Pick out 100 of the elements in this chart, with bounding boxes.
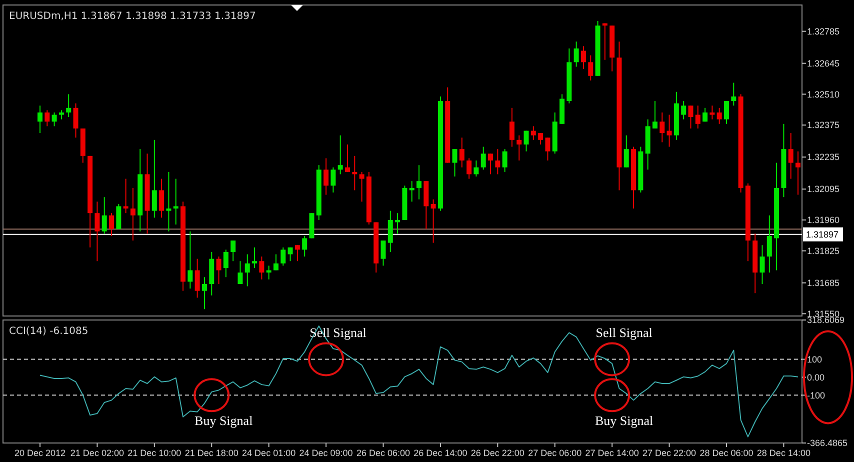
candlestick [502,148,508,172]
candlestick [159,178,164,218]
x-tick-label: 26 Dec 22:00 [470,448,524,458]
candlestick [58,110,64,120]
candlestick [416,164,422,200]
x-tick-label: 28 Dec 06:00 [700,448,754,458]
y-tick-label: 1.32095 [807,184,840,194]
y-tick-label: 1.31685 [807,278,840,288]
candlestick [538,132,544,145]
candlestick [273,254,278,271]
candlestick [716,107,722,124]
candlestick [588,54,594,81]
candlestick [338,134,343,175]
candlestick [166,171,172,232]
candlestick [545,137,550,161]
x-tick-label: 21 Dec 02:00 [70,448,124,458]
annotation: Sell Signal [596,325,653,340]
x-tick-label: 26 Dec 14:00 [414,448,468,458]
candlestick [194,258,200,298]
candlestick [766,214,772,274]
candlestick [44,110,50,127]
candlestick [73,102,78,138]
candlestick [509,107,514,148]
x-tick-label: 24 Dec 01:00 [242,448,296,458]
candlestick [152,139,157,218]
y-tick-label: 1.31960 [807,215,840,226]
candlestick [760,244,765,284]
candlestick [223,249,228,278]
candlestick [238,260,243,284]
candlestick [66,94,72,118]
candlestick [330,166,336,194]
candlestick [488,153,494,175]
candlestick [530,126,536,140]
candlestick [688,105,694,129]
candlestick [288,246,293,262]
candlestick [324,158,329,196]
text: CCI(14) -6.1085 [9,326,88,337]
x-tick-label: 27 Dec 22:00 [642,448,696,458]
candlestick [230,240,236,262]
y-tick-label: 1.32375 [807,120,840,130]
candlestick [660,112,665,143]
annotation: Buy Signal [594,413,654,428]
candlestick [624,134,629,168]
y-tick-label: 100 [807,354,822,364]
candlestick [280,246,286,266]
x-tick-label: 21 Dec 18:00 [184,448,238,458]
candlestick [652,100,658,129]
x-tick-label: 26 Dec 06:00 [356,448,410,458]
x-tick-label: 27 Dec 06:00 [528,448,582,458]
candlestick [574,41,579,68]
candlestick [452,148,458,178]
candlestick [495,148,500,175]
candlestick [102,196,107,234]
candlestick [302,235,308,258]
candlestick [294,244,300,262]
candlestick [259,256,264,280]
candlestick [681,100,686,120]
candlestick [244,254,250,287]
candlestick [94,201,100,262]
x-tick-label: 24 Dec 09:00 [299,448,353,458]
candlestick [710,105,715,120]
y-tick-label: 1.32785 [807,26,840,36]
candlestick [173,178,178,226]
candlestick [695,105,700,129]
ref-line-label: 1.31897 [806,230,839,240]
candlestick [788,132,794,180]
candlestick [359,171,364,202]
candlestick [480,146,486,170]
y-tick-label: -366.4865 [807,438,848,448]
y-tick-label: -100 [807,390,826,400]
candlestick [344,144,350,172]
y-tick-label: 0.00 [807,372,825,382]
candlestick [580,46,586,70]
y-tick-label: 1.32645 [807,58,840,68]
annotation: Buy Signal [194,413,254,428]
x-tick-label: 27 Dec 14:00 [585,448,639,458]
candlestick [666,114,672,148]
candlestick [731,82,736,106]
text: EURUSDm,H1 1.31867 1.31898 1.31733 1.31897 [9,11,256,22]
candlestick [109,212,114,236]
candlestick [202,276,207,310]
candlestick [52,112,57,127]
candlestick [459,137,464,168]
candlestick [116,203,122,230]
candlestick [252,246,258,268]
candlestick [702,107,708,122]
candlestick [38,105,42,134]
candlestick [724,100,729,124]
candlestick [466,158,472,180]
candlestick [430,198,436,244]
candlestick [516,134,522,161]
candlestick [188,230,193,290]
y-tick-label: 1.32235 [807,152,840,162]
candlestick [524,130,529,152]
candlestick [123,178,128,214]
candlestick [474,160,479,178]
candlestick [380,240,386,266]
candlestick [216,256,222,284]
candlestick [130,187,136,242]
candlestick [388,210,393,252]
